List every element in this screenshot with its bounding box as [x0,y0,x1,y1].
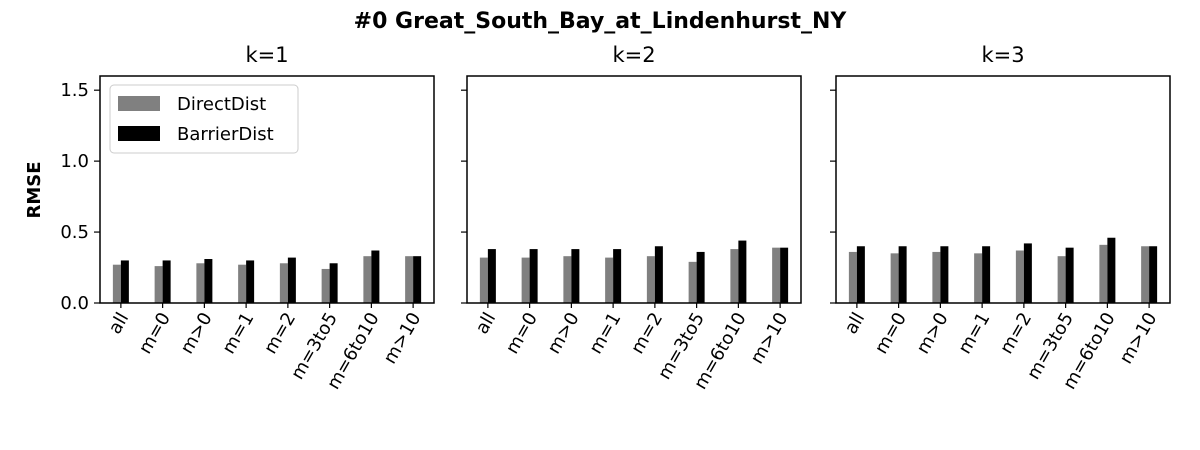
bar-directdist-7 [363,256,372,303]
bar-directdist-5 [279,263,288,303]
bar-directdist-7 [1099,244,1108,303]
bar-barrierdist-6 [329,263,338,303]
bar-directdist-4 [238,264,247,303]
x-tick-label: m=1 [585,309,625,358]
bar-barrierdist-1 [487,249,496,303]
x-tick-label: m>10 [380,309,426,368]
x-tick-label: m=0 [135,309,175,358]
bar-directdist-3 [563,256,572,303]
bar-barrierdist-2 [162,260,171,303]
x-tick-label: m=1 [954,309,994,358]
bar-barrierdist-8 [1149,246,1158,303]
bar-directdist-2 [890,253,899,303]
bar-directdist-6 [1057,256,1066,303]
bar-barrierdist-3 [204,259,213,303]
bar-directdist-3 [196,263,205,303]
bar-directdist-1 [479,257,488,303]
x-tick-label: m=2 [627,309,667,358]
bar-directdist-6 [688,261,697,303]
x-tick-label: m>0 [176,309,216,358]
panel-title: k=2 [612,43,655,67]
y-tick-label: 0.0 [60,293,89,314]
x-tick-label: all [840,309,869,338]
bar-directdist-4 [974,253,983,303]
bar-barrierdist-6 [696,251,705,303]
bar-barrierdist-4 [246,260,255,303]
x-tick-label: m=1 [218,309,258,358]
bar-directdist-1 [112,264,121,303]
legend-label: DirectDist [177,94,266,115]
x-tick-label: m=2 [260,309,300,358]
y-tick-label: 1.0 [60,151,89,172]
bar-directdist-2 [521,257,530,303]
bar-barrierdist-4 [613,249,622,303]
bar-directdist-5 [646,256,655,303]
axes-frame [835,75,1171,304]
bar-barrierdist-5 [287,257,296,303]
bar-directdist-4 [605,257,614,303]
x-tick-label: m=2 [996,309,1036,358]
y-axis-label: RMSE [24,161,45,218]
x-tick-label: all [104,309,133,338]
bar-barrierdist-7 [1107,237,1116,303]
bar-barrierdist-5 [1023,243,1032,303]
bar-directdist-7 [730,249,739,303]
legend-swatch [118,126,160,141]
bar-barrierdist-6 [1065,247,1074,303]
bar-barrierdist-4 [982,246,991,303]
bar-barrierdist-1 [856,246,865,303]
bar-directdist-5 [1015,250,1024,303]
bar-directdist-2 [154,266,163,303]
bar-barrierdist-2 [898,246,907,303]
legend-label: BarrierDist [177,124,274,145]
bar-barrierdist-5 [654,246,663,303]
panel-title: k=1 [245,43,288,67]
bar-directdist-6 [321,268,330,303]
x-tick-label: m>10 [747,309,793,368]
y-tick-label: 0.5 [60,222,89,243]
bar-barrierdist-7 [371,250,380,303]
x-tick-label: all [471,309,500,338]
x-tick-label: m>0 [543,309,583,358]
x-tick-label: m=0 [502,309,542,358]
bar-barrierdist-2 [529,249,538,303]
bar-directdist-8 [405,256,414,303]
legend-swatch [118,96,160,111]
bar-barrierdist-3 [571,249,580,303]
bar-directdist-8 [1141,246,1150,303]
axes-frame [99,75,435,304]
bar-barrierdist-8 [413,256,422,303]
panel-title: k=3 [981,43,1024,67]
bar-barrierdist-1 [120,260,129,303]
bar-barrierdist-3 [940,246,949,303]
bar-barrierdist-8 [780,247,789,303]
axes-frame [466,75,802,304]
x-tick-label: m=0 [871,309,911,358]
bar-directdist-3 [932,251,941,303]
bar-barrierdist-7 [738,240,747,303]
x-tick-label: m>0 [912,309,952,358]
bar-directdist-1 [848,251,857,303]
x-tick-label: m>10 [1116,309,1162,368]
figure-title: #0 Great_South_Bay_at_Lindenhurst_NY [354,9,848,34]
legend: DirectDist BarrierDist [109,84,299,154]
y-tick-label: 1.5 [60,80,89,101]
bar-directdist-8 [772,247,781,303]
